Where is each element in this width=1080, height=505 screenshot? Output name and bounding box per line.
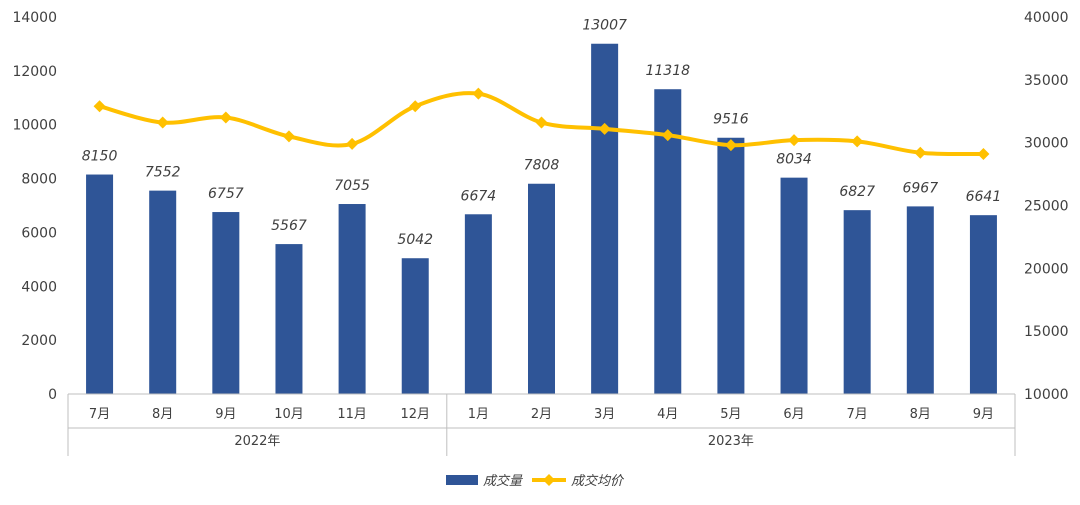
left-axis-tick-label: 4000 [21, 279, 57, 295]
x-axis-category-label: 1月 [468, 407, 489, 422]
avg-price-marker [661, 129, 674, 142]
right-axis-tick-label: 15000 [1024, 324, 1069, 340]
bar-data-label: 5567 [271, 218, 307, 234]
x-axis-category-label: 3月 [594, 407, 615, 422]
left-axis-tick-label: 14000 [12, 10, 57, 26]
x-axis-category-label: 6月 [783, 407, 804, 422]
avg-price-marker [977, 147, 990, 160]
left-axis-tick-label: 8000 [21, 172, 57, 188]
bar-volume [780, 177, 808, 394]
x-axis-category-label: 10月 [274, 407, 304, 422]
left-axis-tick-label: 12000 [12, 64, 57, 80]
bar-volume [969, 215, 997, 394]
left-axis-tick-label: 0 [48, 387, 57, 403]
bar-data-label: 7055 [334, 178, 370, 194]
bar-data-label: 6827 [839, 184, 875, 200]
right-axis-tick-label: 20000 [1024, 261, 1069, 277]
bar-volume [591, 43, 619, 394]
right-axis-tick-label: 35000 [1024, 73, 1069, 89]
x-axis-category-label: 7月 [89, 407, 110, 422]
x-axis-category-label: 2月 [531, 407, 552, 422]
legend: 成交量 成交均价 [446, 473, 625, 489]
avg-price-marker [409, 100, 422, 113]
right-axis-tick-label: 25000 [1024, 199, 1069, 215]
x-axis-category-label: 8月 [152, 407, 173, 422]
bar-data-label: 9516 [713, 112, 749, 128]
x-axis-group-label: 2022年 [234, 434, 280, 449]
avg-price-marker [724, 139, 737, 152]
right-axis-tick-label: 30000 [1024, 136, 1069, 152]
bar-data-label: 8150 [82, 149, 118, 165]
bar-data-label: 7552 [145, 165, 181, 181]
bar-volume [275, 244, 303, 394]
bar-data-label: 6967 [902, 180, 938, 196]
x-axis-group-label: 2023年 [708, 434, 754, 449]
bar-volume [843, 210, 871, 394]
bar-volume [338, 204, 366, 394]
left-axis-tick-label: 2000 [21, 333, 57, 349]
bar-data-label: 6674 [461, 188, 497, 204]
right-y-axis: 10000 15000 20000 25000 30000 35000 40000 [1024, 10, 1069, 403]
left-y-axis: 0 2000 4000 6000 8000 10000 12000 14000 [12, 10, 57, 403]
bar-data-label: 6757 [208, 186, 244, 202]
x-axis-category-label: 9月 [215, 407, 236, 422]
x-axis-category-label: 12月 [400, 407, 430, 422]
left-axis-tick-label: 10000 [12, 118, 57, 134]
bar-data-label: 7808 [524, 158, 560, 174]
x-axis-category-label: 8月 [910, 407, 931, 422]
bar-data-label: 13007 [582, 18, 627, 34]
bar-data-label: 8034 [776, 152, 812, 168]
x-axis-category-label: 7月 [847, 407, 868, 422]
x-axis-category-label: 5月 [720, 407, 741, 422]
bar-data-label: 11318 [645, 63, 690, 79]
line-series-avg-price [93, 87, 990, 160]
avg-price-marker [788, 134, 801, 147]
avg-price-marker [282, 130, 295, 143]
avg-price-marker [598, 122, 611, 135]
legend-marker-avg-price [543, 474, 555, 486]
right-axis-tick-label: 40000 [1024, 10, 1069, 26]
avg-price-marker [472, 87, 485, 100]
avg-price-marker [535, 116, 548, 129]
avg-price-line [97, 91, 986, 157]
legend-label-avg-price: 成交均价 [571, 473, 625, 489]
right-axis-tick-label: 10000 [1024, 387, 1069, 403]
x-axis-category-label: 4月 [657, 407, 678, 422]
legend-swatch-volume [446, 475, 478, 485]
avg-price-marker [156, 116, 169, 129]
x-axis-category-label: 11月 [337, 407, 367, 422]
bar-volume [464, 214, 492, 394]
avg-price-marker [93, 100, 106, 113]
bar-volume [528, 183, 555, 394]
legend-label-volume: 成交量 [483, 473, 524, 489]
bar-volume [149, 190, 177, 394]
bar-series-volume [86, 43, 997, 395]
bar-data-labels: 8150 7552 6757 5567 7055 5042 6674 7808 13007 113… [82, 18, 1002, 248]
bar-volume [86, 174, 114, 394]
x-axis: 7月 8月 9月 10月 11月 12月 1月 2月 3月 4月 5月 6月 7月 8月 9月 2022年 20… [67, 393, 1016, 456]
avg-price-marker [219, 111, 232, 124]
avg-price-marker [346, 137, 359, 150]
avg-price-marker [914, 146, 927, 159]
bar-data-label: 5042 [397, 232, 433, 248]
bar-volume [401, 258, 429, 394]
bar-data-label: 6641 [966, 189, 1002, 205]
bar-volume [906, 206, 934, 394]
left-axis-tick-label: 6000 [21, 225, 57, 241]
avg-price-marker [851, 135, 864, 148]
x-axis-category-label: 9月 [973, 407, 994, 422]
bar-volume [717, 137, 745, 394]
bar-volume [212, 212, 240, 394]
